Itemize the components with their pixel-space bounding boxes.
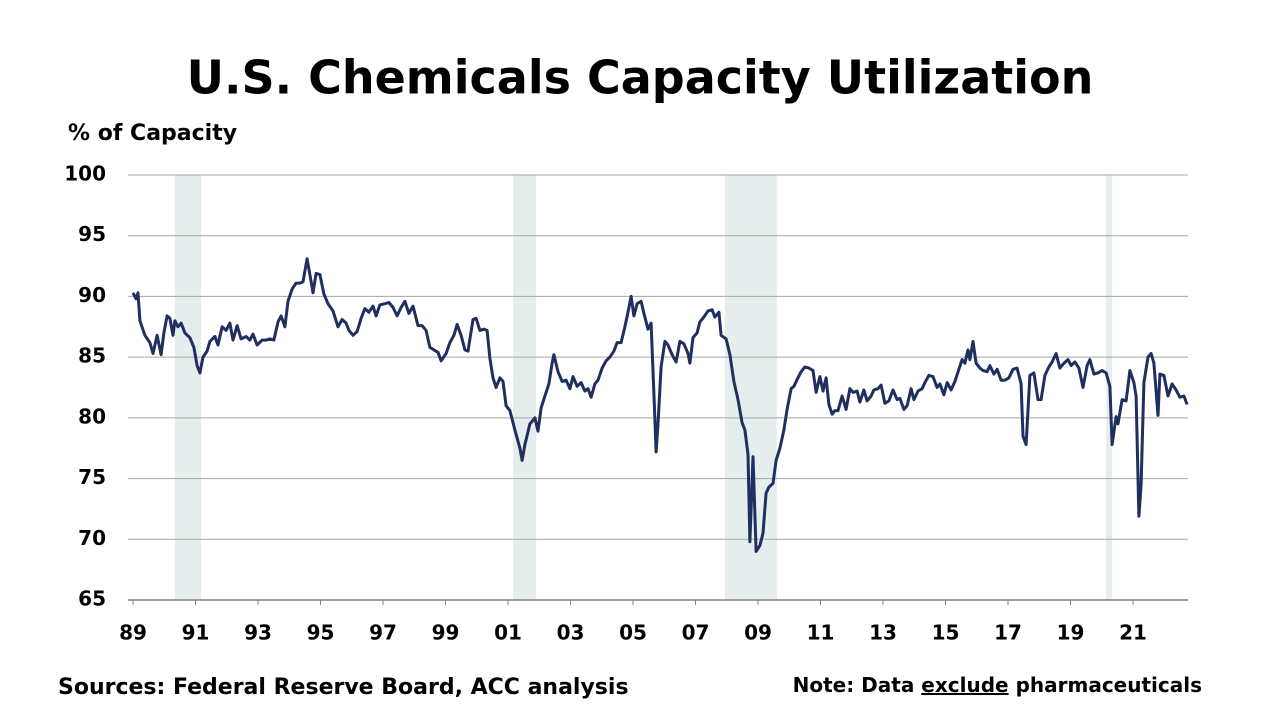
x-tick-label: 93 — [244, 621, 272, 645]
data-line — [131, 257, 1189, 553]
y-tick-label: 85 — [78, 344, 106, 368]
note-suffix: pharmaceuticals — [1016, 673, 1202, 697]
x-tick-label: 91 — [182, 621, 210, 645]
y-tick-label: 70 — [78, 526, 106, 550]
x-tick-label: 03 — [557, 621, 585, 645]
x-tick-label: 07 — [682, 621, 710, 645]
x-tick-label: 01 — [494, 621, 522, 645]
x-tick-label: 21 — [1119, 621, 1147, 645]
x-tick-label: 95 — [307, 621, 335, 645]
x-tick-label: 17 — [994, 621, 1022, 645]
y-axis-label: % of Capacity — [68, 121, 237, 146]
x-tick-label: 89 — [119, 621, 147, 645]
y-tick-label: 90 — [78, 283, 106, 307]
source: Sources: Federal Reserve Board, ACC anal… — [58, 675, 629, 700]
note: Note: Data exclude pharmaceuticals — [793, 673, 1202, 697]
x-tick-label: 09 — [744, 621, 772, 645]
x-tick-label: 19 — [1057, 621, 1085, 645]
x-tick-label: 15 — [932, 621, 960, 645]
note-prefix: Note: Data — [793, 673, 915, 697]
x-tick-label: 13 — [869, 621, 897, 645]
recession-band — [513, 175, 537, 600]
x-tick-label: 97 — [369, 621, 397, 645]
note-emphasis: exclude — [921, 673, 1008, 697]
y-tick-label: 75 — [78, 465, 106, 489]
y-tick-label: 80 — [78, 404, 106, 428]
x-tick-label: 11 — [807, 621, 835, 645]
y-tick-label: 65 — [78, 587, 106, 611]
y-tick-label: 100 — [64, 162, 106, 186]
y-tick-label: 95 — [78, 222, 106, 246]
chart-title: U.S. Chemicals Capacity Utilization — [187, 51, 1094, 105]
x-tick-label: 99 — [432, 621, 460, 645]
recession-band — [174, 175, 202, 600]
x-tick-label: 05 — [619, 621, 647, 645]
